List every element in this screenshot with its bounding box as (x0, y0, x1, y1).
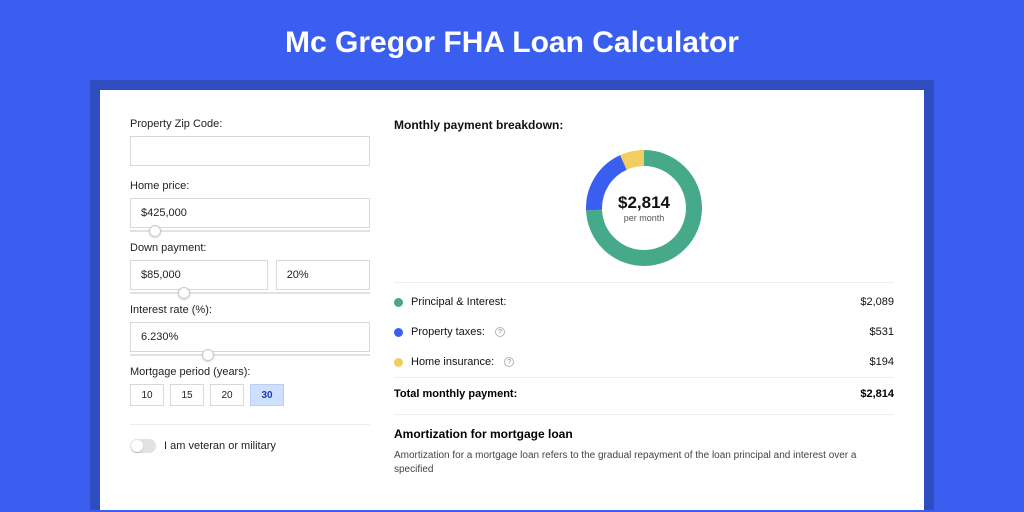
field-interest-rate: Interest rate (%): (130, 304, 370, 352)
mortgage-period-option-20[interactable]: 20 (210, 384, 244, 406)
veteran-row: I am veteran or military (130, 424, 370, 453)
legend-value: $194 (870, 356, 894, 368)
form-panel: Property Zip Code: Home price: Down paym… (130, 118, 370, 510)
legend-value: $531 (870, 326, 894, 338)
zip-input[interactable] (130, 136, 370, 166)
donut-wrap: $2,814 per month (394, 142, 894, 282)
interest-rate-slider[interactable] (130, 354, 370, 356)
down-payment-amount-input[interactable] (130, 260, 268, 290)
mortgage-period-label: Mortgage period (years): (130, 366, 370, 378)
home-price-slider[interactable] (130, 230, 370, 232)
mortgage-period-options: 10 15 20 30 (130, 384, 370, 406)
donut-center: $2,814 per month (584, 148, 704, 268)
total-label: Total monthly payment: (394, 388, 517, 400)
home-price-input[interactable] (130, 198, 370, 228)
legend-row: Property taxes:? $531 (394, 317, 894, 347)
legend-row: Home insurance:? $194 (394, 347, 894, 377)
down-payment-slider[interactable] (130, 292, 370, 294)
veteran-toggle-knob (131, 440, 143, 452)
total-value: $2,814 (860, 388, 894, 400)
legend-label: Principal & Interest: (411, 296, 506, 308)
interest-rate-input[interactable] (130, 322, 370, 352)
amortization-title: Amortization for mortgage loan (394, 427, 894, 441)
field-down-payment: Down payment: (130, 242, 370, 290)
donut-sub: per month (624, 213, 665, 223)
total-row: Total monthly payment: $2,814 (394, 377, 894, 410)
results-panel: Monthly payment breakdown: $2,814 per mo… (394, 118, 894, 510)
field-zip: Property Zip Code: (130, 118, 370, 166)
veteran-toggle[interactable] (130, 439, 156, 453)
mortgage-period-option-15[interactable]: 15 (170, 384, 204, 406)
zip-label: Property Zip Code: (130, 118, 370, 130)
interest-rate-label: Interest rate (%): (130, 304, 370, 316)
legend: Principal & Interest: $2,089 Property taxe… (394, 282, 894, 377)
mortgage-period-option-30[interactable]: 30 (250, 384, 284, 406)
down-payment-label: Down payment: (130, 242, 370, 254)
amortization-body: Amortization for a mortgage loan refers … (394, 449, 894, 477)
home-price-slider-thumb[interactable] (149, 225, 161, 237)
page-title: Mc Gregor FHA Loan Calculator (0, 0, 1024, 80)
legend-label: Home insurance: (411, 356, 494, 368)
card-shadow: Property Zip Code: Home price: Down paym… (90, 80, 934, 510)
legend-value: $2,089 (860, 296, 894, 308)
interest-rate-slider-thumb[interactable] (202, 349, 214, 361)
down-payment-percent-input[interactable] (276, 260, 370, 290)
field-home-price: Home price: (130, 180, 370, 228)
legend-dot (394, 328, 403, 337)
amortization-section: Amortization for mortgage loan Amortizat… (394, 414, 894, 477)
down-payment-slider-thumb[interactable] (178, 287, 190, 299)
veteran-label: I am veteran or military (164, 440, 276, 452)
info-icon[interactable]: ? (495, 327, 505, 337)
field-mortgage-period: Mortgage period (years): 10 15 20 30 (130, 366, 370, 406)
home-price-label: Home price: (130, 180, 370, 192)
info-icon[interactable]: ? (504, 357, 514, 367)
donut-chart: $2,814 per month (584, 148, 704, 268)
legend-dot (394, 358, 403, 367)
legend-label: Property taxes: (411, 326, 485, 338)
calculator-card: Property Zip Code: Home price: Down paym… (100, 90, 924, 510)
donut-amount: $2,814 (618, 193, 670, 213)
breakdown-title: Monthly payment breakdown: (394, 118, 894, 132)
legend-row: Principal & Interest: $2,089 (394, 287, 894, 317)
legend-dot (394, 298, 403, 307)
mortgage-period-option-10[interactable]: 10 (130, 384, 164, 406)
